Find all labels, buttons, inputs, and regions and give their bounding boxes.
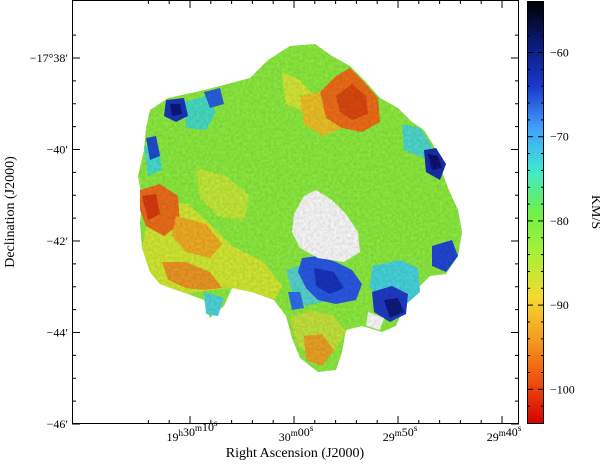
x-tick-label: 29m40s bbox=[487, 423, 522, 444]
map-blue-nnw bbox=[204, 88, 224, 108]
map-blue-sw bbox=[288, 292, 304, 310]
map-yellow-c bbox=[196, 168, 250, 220]
map-blue-s-core bbox=[314, 268, 344, 294]
y-tick-label: −42′ bbox=[47, 234, 69, 248]
colorbar-tick-label: −100 bbox=[550, 382, 575, 396]
map-orange-w-2 bbox=[172, 216, 222, 258]
y-tick-label: −46′ bbox=[47, 417, 69, 431]
x-tick-label: 30m00s bbox=[279, 423, 314, 444]
colorbar-tick-label: −90 bbox=[550, 298, 569, 312]
map-orange-w-core bbox=[142, 194, 160, 220]
colorbar-tick-label: −70 bbox=[550, 130, 569, 144]
map-yellow-s bbox=[290, 310, 346, 358]
map-blue-e-dark bbox=[428, 154, 442, 170]
y-tick-label: −40′ bbox=[47, 143, 69, 157]
map-cavity-s bbox=[366, 312, 384, 330]
map-cyan-sw bbox=[204, 292, 224, 316]
velocity-map bbox=[138, 44, 462, 372]
map-cavity bbox=[292, 190, 360, 262]
x-axis: 19h30m10s 30m00s 29m50s 29m40s bbox=[147, 0, 522, 444]
map-blue-e2 bbox=[432, 240, 458, 272]
colorbar-bar bbox=[527, 1, 544, 424]
x-tick-label: 19h30m10s bbox=[166, 418, 218, 444]
x-axis-title: Right Ascension (J2000) bbox=[226, 446, 365, 461]
map-blue-nw-dark bbox=[170, 104, 182, 116]
map-blue-w bbox=[146, 136, 160, 160]
y-axis: −17°38′ −40′ −42′ −44′ −46′ bbox=[30, 34, 519, 431]
x-tick-label: 29m50s bbox=[383, 423, 418, 444]
y-axis-title: Declination (J2000) bbox=[3, 156, 18, 268]
map-orange-ne-core bbox=[336, 84, 368, 120]
map-orange-sw bbox=[162, 262, 222, 290]
colorbar-title: KM/S bbox=[588, 195, 600, 229]
map-cyan-e bbox=[402, 124, 432, 158]
map-cyan-nw bbox=[184, 96, 216, 130]
y-tick-label: −44′ bbox=[47, 326, 69, 340]
colorbar-tick-label: −60 bbox=[550, 46, 569, 60]
plot-frame bbox=[72, 0, 519, 424]
map-orange-s bbox=[304, 334, 334, 366]
map-yellow-ne bbox=[300, 92, 342, 136]
colorbar: −60 −70 −80 −90 −100 KM/S bbox=[527, 1, 600, 424]
colorbar-tick-label: −80 bbox=[550, 214, 569, 228]
map-blue-se-dark bbox=[384, 298, 404, 318]
y-tick-label: −17°38′ bbox=[30, 51, 69, 65]
colorbar-ticks: −60 −70 −80 −90 −100 bbox=[527, 1, 575, 407]
